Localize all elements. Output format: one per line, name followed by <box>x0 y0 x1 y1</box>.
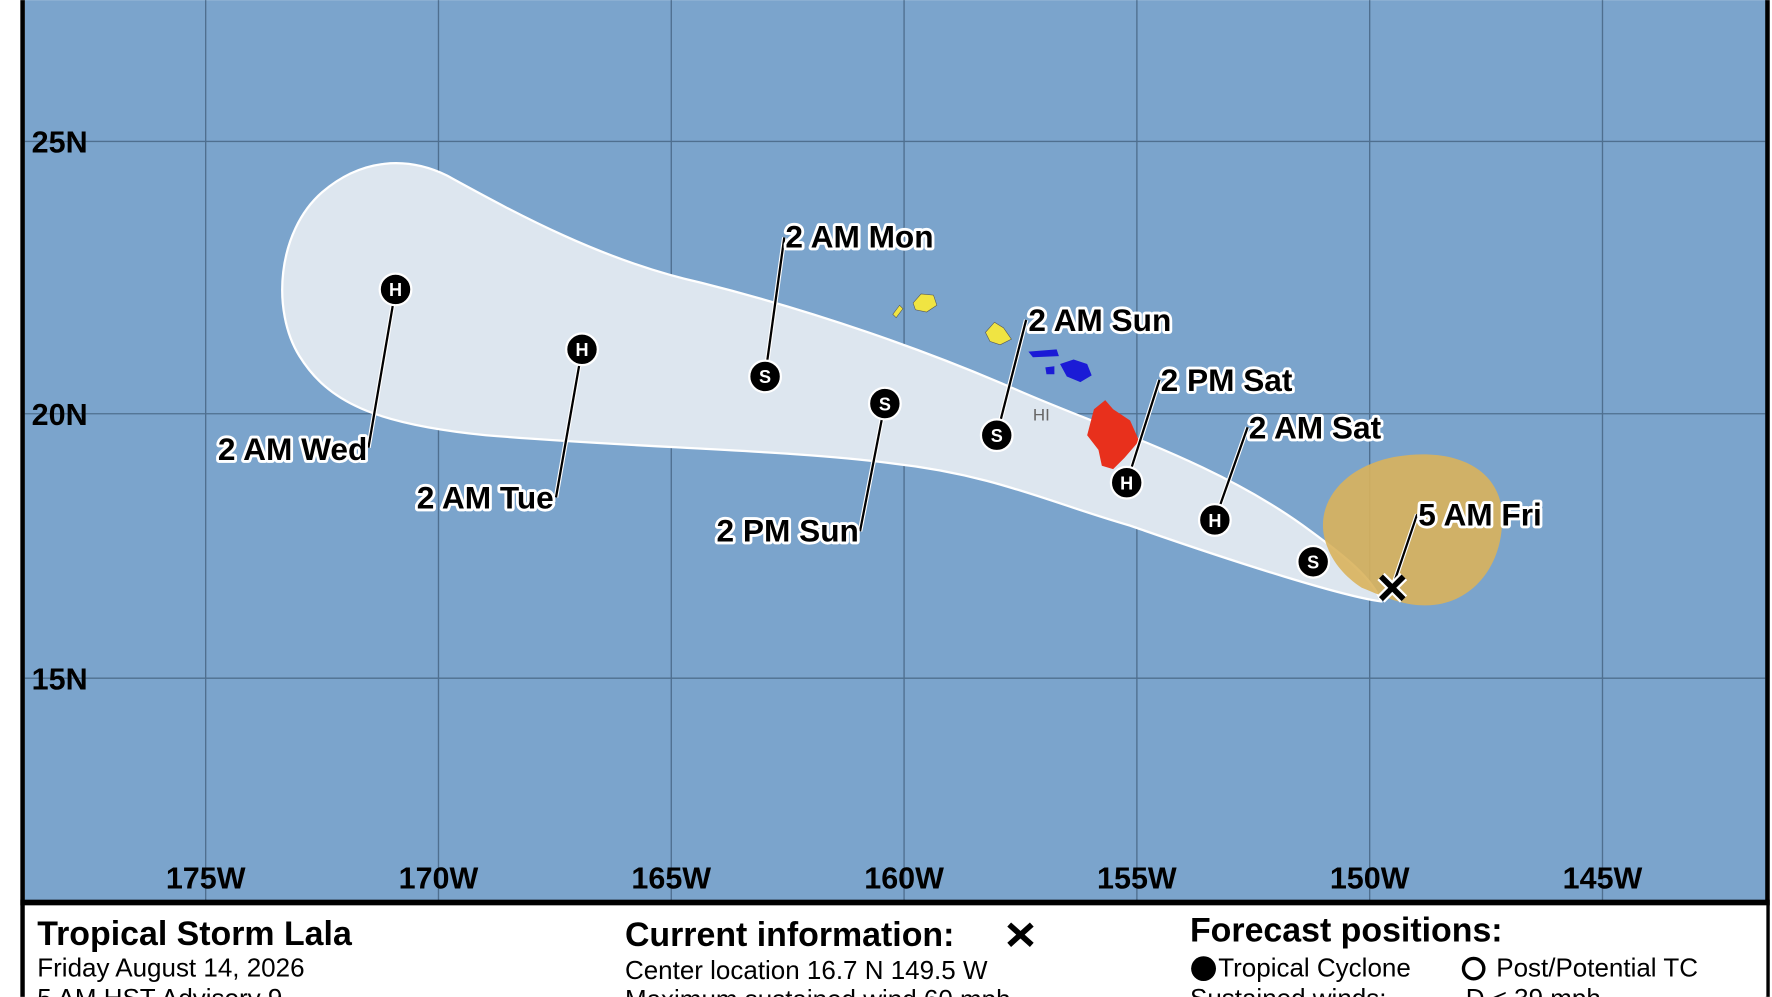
point-symbol: S <box>1307 553 1319 573</box>
forecast-point <box>867 386 902 421</box>
island-kauai <box>912 293 938 313</box>
lat-label: 25N <box>32 126 88 160</box>
forecast-heading: Forecast positions: <box>1190 912 1503 950</box>
forecast-cone <box>281 162 1383 603</box>
point-symbol: H <box>1120 473 1133 493</box>
point-symbol: S <box>759 367 771 387</box>
wind-d: D < 39 mph <box>1466 983 1601 997</box>
tc-icon <box>1191 956 1216 982</box>
lat-label: 15N <box>32 662 88 696</box>
lon-label: 160W <box>864 861 944 895</box>
point-label: 2 PM Sun <box>717 512 859 548</box>
island-maui-county <box>1028 349 1092 383</box>
legend-border <box>20 899 1770 906</box>
island-niihau <box>892 304 904 319</box>
advisory-date: Friday August 14, 2026 <box>37 953 304 983</box>
forecast-point <box>1109 465 1144 500</box>
forecast-track: 2 AM Wed H 2 AM Tue H 2 AM Mon S 2 PM Sun S 2 AM… <box>215 216 1545 603</box>
current-position <box>1378 574 1406 602</box>
island-oahu <box>985 321 1012 346</box>
lon-label: 170W <box>399 861 479 895</box>
legend: Tropical Storm Lala Friday August 14, 20… <box>37 912 1698 997</box>
max-wind: Maximum sustained wind 60 mph <box>625 984 1011 997</box>
leader-line <box>367 289 397 448</box>
point-symbol: H <box>1208 511 1221 531</box>
point-label: 2 PM Sat <box>1161 362 1293 398</box>
lon-label: 175W <box>166 861 246 895</box>
islands: HI <box>892 293 1140 470</box>
frame-right <box>1765 0 1770 997</box>
storm-title: Tropical Storm Lala <box>37 915 353 953</box>
leader-line <box>995 319 1028 436</box>
ptc-legend: Post/Potential TC <box>1496 953 1698 983</box>
legend-panel <box>24 901 1767 997</box>
leader-line <box>763 237 786 377</box>
current-heading: Current information: <box>625 916 954 954</box>
grid: 25N 20N 15N 175W 170W 165W 160W 155W 150W 145W <box>24 0 1766 902</box>
point-symbol: S <box>879 394 891 414</box>
point-label: 2 AM Tue <box>417 480 554 516</box>
forecast-point <box>748 359 783 394</box>
forecast-point <box>1296 544 1331 579</box>
point-symbol: H <box>575 340 588 360</box>
point-label: 2 AM Wed <box>218 431 367 467</box>
region-label: HI <box>1033 406 1050 425</box>
tc-legend: Tropical Cyclone <box>1218 953 1411 983</box>
forecast-point <box>1197 503 1232 537</box>
leader-line <box>554 349 584 498</box>
frame-left <box>20 0 25 997</box>
forecast-point <box>979 418 1014 453</box>
advisory-number: 5 AM HST Advisory 9 <box>37 983 282 997</box>
lon-label: 145W <box>1563 861 1643 895</box>
island-hawaii <box>1087 400 1140 470</box>
point-label: 2 AM Mon <box>785 219 933 255</box>
current-label: 5 AM Fri <box>1418 497 1542 533</box>
lon-label: 165W <box>631 861 711 895</box>
point-label: 2 AM Sun <box>1028 302 1171 338</box>
center-location: Center location 16.7 N 149.5 W <box>625 955 988 985</box>
point-label: 2 AM Sat <box>1249 410 1382 446</box>
leader-line <box>1391 513 1419 589</box>
lat-label: 20N <box>32 398 88 432</box>
lon-label: 150W <box>1330 861 1410 895</box>
lon-label: 155W <box>1097 861 1177 895</box>
point-symbol: S <box>991 426 1003 446</box>
point-symbol: H <box>389 280 402 300</box>
leader-line <box>858 403 886 532</box>
forecast-point <box>565 332 599 367</box>
ptc-icon <box>1461 956 1486 981</box>
sustained-winds: Sustained winds: <box>1190 983 1386 997</box>
leader-line <box>1125 379 1161 484</box>
forecast-point <box>378 272 413 307</box>
current-icon <box>1007 922 1034 947</box>
